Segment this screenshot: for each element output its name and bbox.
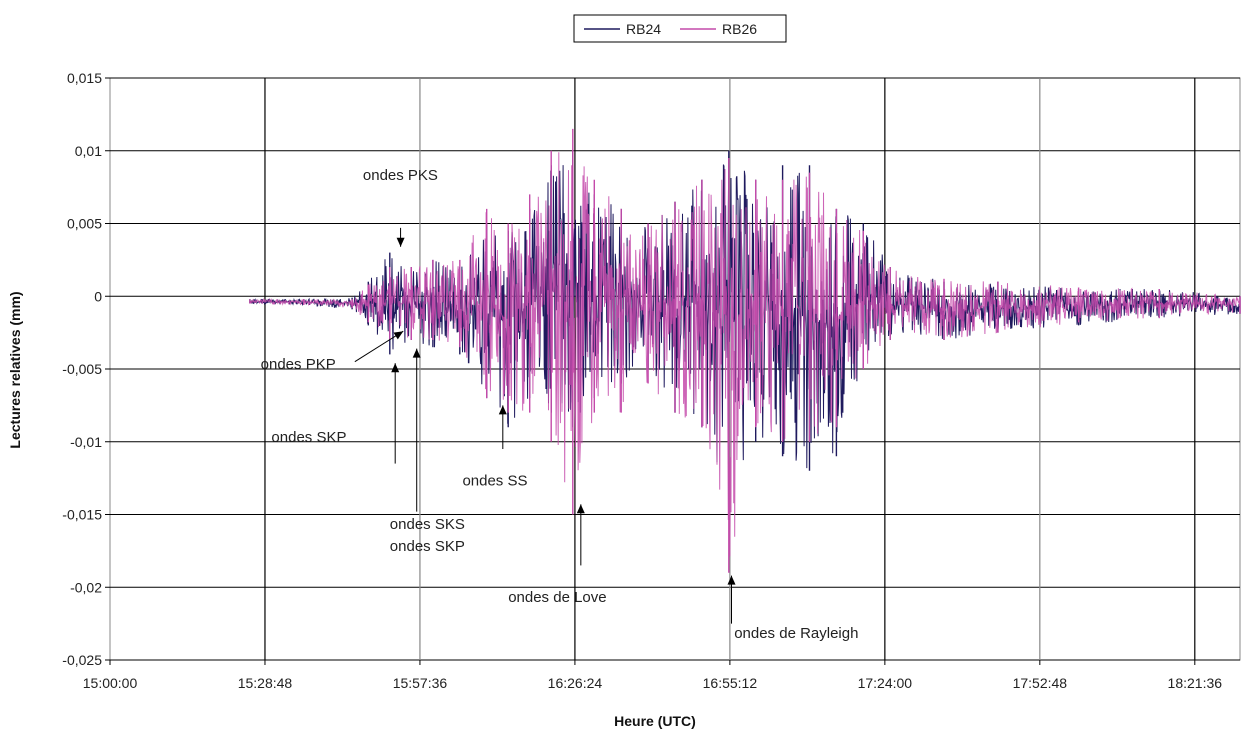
x-tick-label: 18:21:36	[1168, 675, 1223, 691]
annotation-arrowhead	[727, 575, 736, 585]
y-tick-label: 0,005	[67, 216, 102, 232]
x-tick-label: 15:00:00	[83, 675, 138, 691]
legend-label-rb24: RB24	[626, 21, 661, 37]
y-axis-title: Lectures relatives (mm)	[7, 291, 23, 448]
annotation-label: ondes de Rayleigh	[734, 625, 858, 642]
annotation-arrowhead	[391, 363, 400, 373]
x-tick-label: 15:57:36	[393, 675, 448, 691]
legend: RB24 RB26	[573, 14, 787, 43]
x-tick-label: 15:28:48	[238, 675, 293, 691]
y-tick-label: -0,02	[70, 579, 102, 595]
y-tick-label: 0	[94, 288, 102, 304]
annotation-label: ondes de Love	[508, 589, 606, 606]
annotation-arrowhead	[498, 405, 507, 415]
annotation-arrowhead	[576, 504, 585, 514]
annotation-label: ondes SS	[462, 472, 527, 489]
x-tick-label: 16:26:24	[548, 675, 603, 691]
y-tick-label: -0,01	[70, 434, 102, 450]
plot-area: 0,015 0,01 0,005 0 -0,005 -0,01 -0,015 -0,02 -0,…	[62, 70, 1241, 691]
annotation-arrowhead	[393, 331, 404, 340]
y-tick-label: -0,015	[62, 507, 102, 523]
annotation-label: ondes PKP	[261, 356, 336, 373]
annotation-label: ondes SKS	[390, 516, 465, 533]
annotation-label: ondes SKP	[271, 429, 346, 446]
annotation-arrow-line	[354, 330, 404, 363]
y-tick-label: -0,025	[62, 652, 102, 668]
annotation-arrowhead	[412, 348, 421, 358]
y-tick-label: -0,005	[62, 361, 102, 377]
x-tick-label: 17:24:00	[858, 675, 913, 691]
annotation-label: ondes PKS	[363, 167, 438, 184]
y-tick-label: 0,01	[75, 143, 102, 159]
x-tick-label: 17:52:48	[1013, 675, 1068, 691]
legend-label-rb26: RB26	[722, 21, 757, 37]
x-tick-label: 16:55:12	[703, 675, 758, 691]
y-tick-label: 0,015	[67, 70, 102, 86]
annotation-arrowhead	[396, 237, 405, 247]
x-axis-title: Heure (UTC)	[614, 713, 696, 729]
series-line-rb26	[249, 152, 1241, 557]
annotation-label: ondes SKP	[390, 538, 465, 555]
